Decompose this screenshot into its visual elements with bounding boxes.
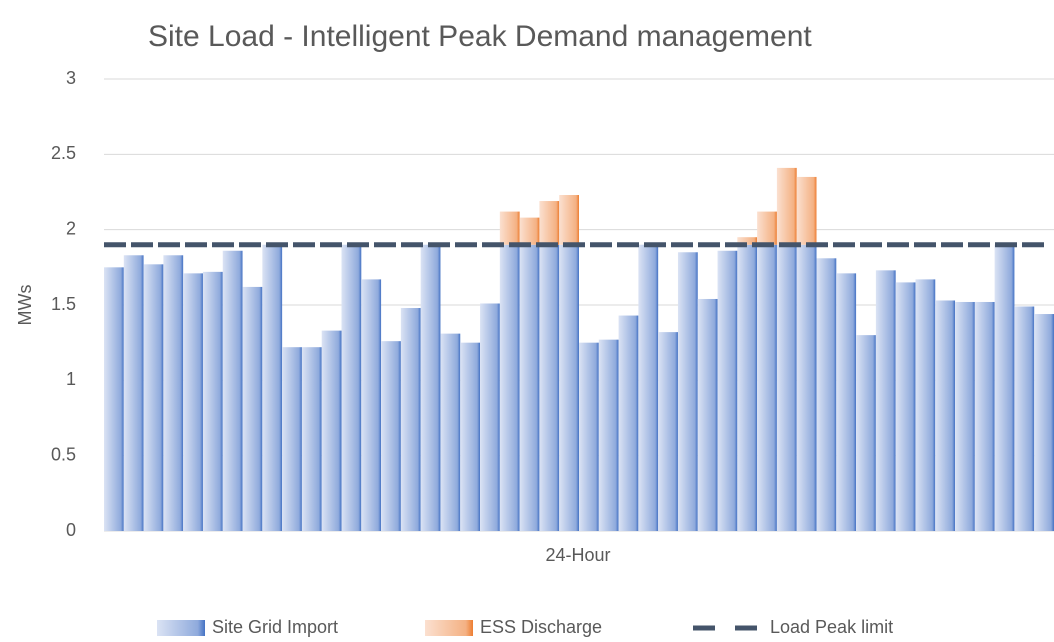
bar	[242, 286, 263, 531]
bar	[499, 211, 520, 245]
bar	[480, 303, 500, 531]
y-axis-label: MWs	[15, 285, 35, 326]
bar	[757, 244, 777, 531]
x-axis-label: 24-Hour	[545, 545, 610, 565]
bar	[361, 279, 382, 531]
bar	[776, 244, 797, 531]
bar	[737, 237, 758, 245]
bar	[955, 301, 975, 531]
bar	[321, 330, 342, 531]
bar	[579, 342, 599, 531]
bar	[519, 244, 540, 531]
bar	[836, 273, 857, 531]
bar	[282, 347, 302, 531]
bar	[638, 244, 659, 531]
bar	[994, 244, 1015, 531]
bar	[1014, 306, 1035, 531]
bar	[717, 250, 738, 531]
bar	[1034, 314, 1054, 531]
y-tick-label: 0	[66, 520, 76, 540]
legend-label: ESS Discharge	[480, 617, 602, 637]
bar	[262, 244, 283, 531]
bar	[796, 244, 817, 531]
bar	[123, 255, 144, 531]
bar	[974, 301, 995, 531]
bar	[222, 250, 243, 531]
bar	[697, 298, 718, 531]
y-tick-label: 1	[66, 369, 76, 389]
bar	[559, 244, 579, 531]
bar	[796, 176, 817, 245]
bar	[519, 217, 540, 245]
bar	[400, 308, 421, 531]
bar	[341, 244, 362, 531]
bar	[163, 255, 184, 531]
chart-title: Site Load - Intelligent Peak Demand mana…	[148, 20, 812, 53]
bar	[915, 279, 936, 531]
bar	[143, 264, 164, 531]
bar	[381, 341, 401, 531]
bar	[598, 339, 619, 531]
y-tick-label: 1.5	[51, 294, 76, 314]
bar	[539, 201, 560, 245]
bar	[183, 273, 203, 531]
legend-label: Load Peak limit	[770, 617, 893, 637]
y-tick-label: 3	[66, 68, 76, 88]
bar	[104, 267, 124, 531]
legend-label: Site Grid Import	[212, 617, 338, 637]
bar	[202, 271, 223, 531]
legend-swatch	[425, 620, 473, 636]
bar	[499, 244, 520, 531]
bar	[677, 252, 698, 531]
bar	[935, 300, 956, 531]
y-tick-label: 0.5	[51, 444, 76, 464]
bar	[737, 244, 758, 531]
bar	[301, 347, 322, 531]
bar	[895, 282, 916, 531]
bar	[776, 167, 797, 245]
bar	[875, 270, 896, 531]
bar	[420, 244, 441, 531]
bar	[757, 211, 777, 245]
legend-swatch	[157, 620, 205, 636]
y-tick-label: 2	[66, 218, 76, 238]
bar	[658, 332, 678, 531]
bar	[618, 315, 639, 531]
bar	[816, 258, 837, 531]
bar	[440, 333, 461, 531]
bar	[856, 335, 876, 531]
bar	[559, 195, 579, 245]
y-tick-label: 2.5	[51, 143, 76, 163]
bar	[460, 342, 481, 531]
bar	[539, 244, 560, 531]
